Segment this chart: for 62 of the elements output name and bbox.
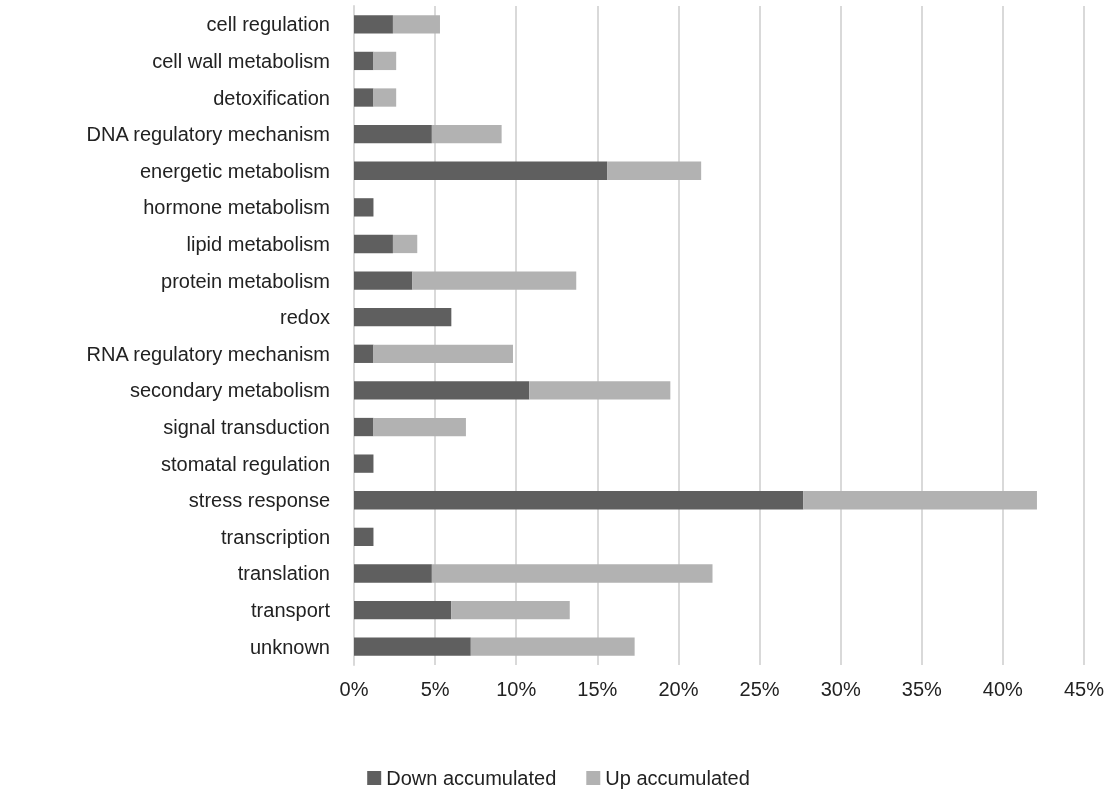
y-tick-label: protein metabolism [161, 269, 330, 292]
x-tick-label: 30% [820, 678, 861, 700]
bar [392, 15, 440, 34]
bar [803, 491, 1037, 510]
bar [412, 271, 577, 290]
x-tick-label: 5% [420, 678, 450, 700]
x-tick-label: 20% [658, 678, 699, 700]
bar [373, 88, 397, 107]
x-tick-label: 15% [577, 678, 618, 700]
y-tick-label: transport [251, 599, 331, 622]
x-tick-label: 45% [1063, 678, 1105, 700]
bar [354, 161, 608, 180]
y-tick-label: RNA regulatory mechanism [86, 342, 330, 365]
x-tick-label: 10% [496, 678, 537, 700]
bar [354, 51, 374, 71]
bar [470, 637, 635, 656]
bar [373, 51, 397, 71]
y-tick-label: stress response [188, 489, 330, 512]
bar [529, 381, 671, 400]
bar [354, 15, 393, 34]
bar [354, 527, 374, 547]
bar [354, 88, 374, 107]
y-tick-label: hormone metabolism [143, 196, 330, 219]
x-tick-label: 40% [982, 678, 1024, 700]
bar [354, 308, 452, 327]
bar [354, 344, 374, 363]
bar [373, 417, 466, 437]
bar [354, 637, 471, 656]
y-tick-label: signal transduction [163, 416, 330, 439]
y-tick-label: DNA regulatory mechanism [86, 123, 330, 146]
y-tick-label: translation [237, 562, 330, 585]
bar [392, 234, 418, 254]
y-tick-label: detoxification [213, 86, 330, 109]
bar [354, 454, 374, 473]
bar [607, 161, 702, 180]
y-tick-label: unknown [249, 635, 330, 658]
x-tick-label: 0% [339, 678, 369, 700]
bar [431, 564, 713, 583]
legend-label: Up accumulated [605, 767, 750, 789]
bar [354, 198, 374, 217]
bar [354, 600, 452, 620]
y-tick-label: cell wall metabolism [152, 49, 330, 72]
y-tick-label: transcription [221, 525, 330, 548]
bar [354, 381, 530, 400]
bar [373, 344, 513, 363]
x-tick-label: 25% [739, 678, 780, 700]
x-tick-label: 35% [901, 678, 943, 700]
bar [354, 417, 374, 437]
bar [354, 124, 432, 144]
y-tick-label: cell regulation [206, 13, 330, 36]
bar [451, 600, 570, 620]
bar [431, 124, 502, 144]
y-tick-label: lipid metabolism [186, 232, 330, 255]
legend-label: Down accumulated [386, 767, 557, 789]
bar [354, 564, 432, 583]
y-tick-label: secondary metabolism [129, 379, 330, 402]
bar [354, 491, 804, 510]
y-tick-label: redox [279, 306, 330, 329]
y-tick-label: stomatal regulation [161, 452, 330, 475]
y-tick-label: energetic metabolism [139, 159, 330, 182]
bar [354, 234, 393, 254]
bar [354, 271, 413, 290]
